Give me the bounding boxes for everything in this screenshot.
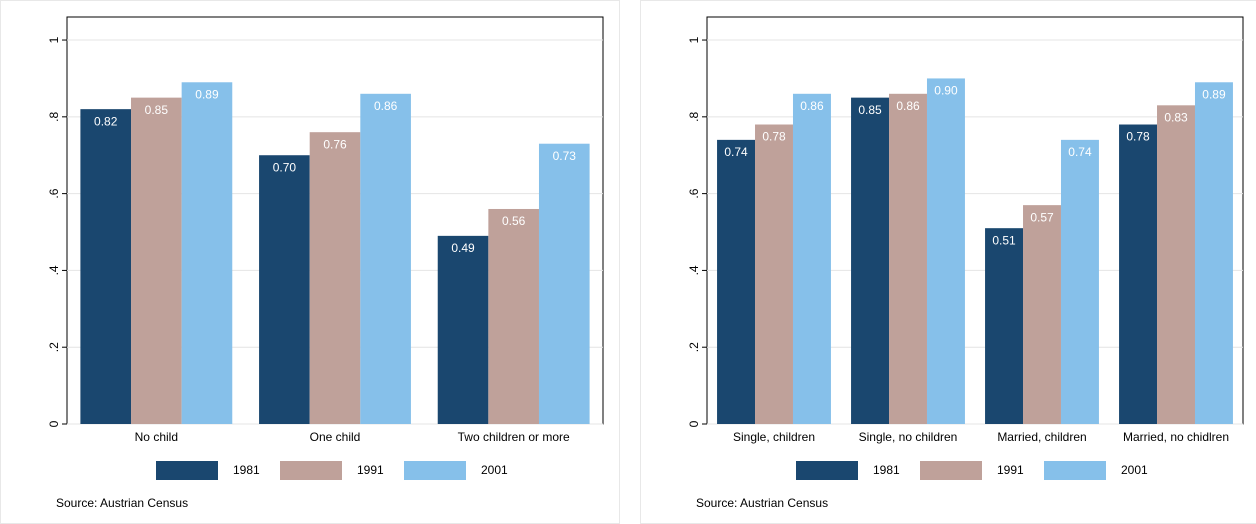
bar [309, 132, 361, 425]
y-tick-label: .8 [687, 112, 701, 122]
legend-swatch [1044, 461, 1106, 480]
bar [985, 228, 1024, 424]
legend-label: 1991 [997, 463, 1024, 477]
value-label: 0.49 [451, 241, 475, 255]
value-label: 0.51 [992, 233, 1016, 247]
legend-swatch [920, 461, 982, 480]
y-tick-label: .8 [47, 112, 61, 122]
value-label: 0.83 [1164, 110, 1188, 124]
value-label: 0.86 [800, 99, 824, 113]
y-tick-label: .4 [687, 265, 701, 275]
bar [717, 139, 756, 424]
bar [755, 124, 793, 425]
value-label: 0.90 [934, 84, 958, 98]
source-note: Source: Austrian Census [696, 496, 828, 510]
legend-swatch [156, 461, 218, 480]
legend-label: 2001 [1121, 463, 1148, 477]
value-label: 0.86 [374, 99, 398, 113]
y-tick-label: 1 [687, 36, 701, 43]
value-label: 0.89 [1202, 87, 1226, 101]
x-tick-label: Married, children [997, 430, 1086, 444]
bar [1119, 124, 1158, 425]
bar [437, 235, 489, 424]
y-tick-label: .6 [687, 188, 701, 198]
legend-swatch [404, 461, 466, 480]
y-tick-label: 0 [47, 420, 61, 427]
value-label: 0.76 [323, 137, 347, 151]
bar [926, 78, 965, 424]
legend-label: 1981 [873, 463, 900, 477]
value-label: 0.74 [1068, 145, 1092, 159]
value-label: 0.70 [273, 160, 297, 174]
legend-swatch [796, 461, 858, 480]
bar [1194, 82, 1233, 424]
bar [360, 93, 411, 424]
x-tick-label: Married, no chidlren [1123, 430, 1229, 444]
value-label: 0.85 [145, 103, 169, 117]
bar [889, 93, 927, 424]
legend-swatch [280, 461, 342, 480]
value-label: 0.56 [502, 214, 526, 228]
source-note: Source: Austrian Census [56, 496, 188, 510]
x-tick-label: Two children or more [458, 430, 570, 444]
x-tick-label: Single, no children [859, 430, 958, 444]
bar [1060, 139, 1099, 424]
bar [851, 97, 890, 424]
bar [181, 82, 233, 424]
y-tick-label: 1 [47, 36, 61, 43]
bar [488, 208, 539, 424]
bar [1157, 105, 1195, 425]
value-label: 0.57 [1030, 210, 1054, 224]
bar [259, 155, 310, 424]
legend-label: 1991 [357, 463, 384, 477]
value-label: 0.78 [762, 130, 786, 144]
y-tick-label: 0 [687, 420, 701, 427]
y-tick-label: .2 [687, 342, 701, 352]
bar [80, 109, 132, 424]
y-tick-label: .4 [47, 265, 61, 275]
value-label: 0.82 [94, 114, 118, 128]
value-label: 0.86 [896, 99, 920, 113]
x-tick-label: No child [135, 430, 178, 444]
value-label: 0.89 [195, 87, 219, 101]
y-tick-label: .2 [47, 342, 61, 352]
legend-label: 1981 [233, 463, 260, 477]
bar [1023, 205, 1061, 424]
bar [792, 93, 831, 424]
x-tick-label: Single, children [733, 430, 815, 444]
value-label: 0.78 [1126, 130, 1150, 144]
legend-label: 2001 [481, 463, 508, 477]
bar [131, 97, 182, 424]
value-label: 0.85 [858, 103, 882, 117]
y-tick-label: .6 [47, 188, 61, 198]
bar [538, 143, 590, 424]
value-label: 0.74 [724, 145, 748, 159]
x-tick-label: One child [310, 430, 361, 444]
value-label: 0.73 [553, 149, 577, 163]
